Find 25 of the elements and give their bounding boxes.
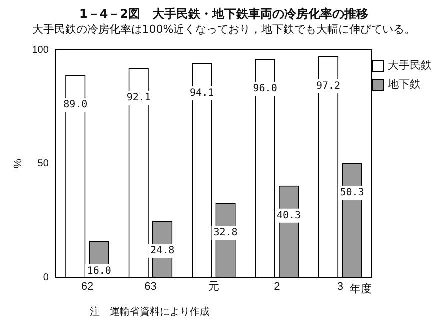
data-label: 24.8	[150, 246, 175, 257]
data-label: 97.2	[316, 80, 341, 92]
x-tick-label: 3	[337, 281, 344, 294]
chart-subtitle: 大手民鉄の冷房化率は100%近くなっており，地下鉄でも大幅に伸びている。	[31, 22, 417, 37]
y-tick-label: 0	[43, 272, 50, 284]
legend-label: 地下鉄	[388, 77, 421, 92]
chart-title: 1－4－2図 大手民鉄・地下鉄車両の冷房化率の推移	[78, 6, 370, 23]
y-tick-label: 100	[32, 44, 50, 56]
text: 大手民鉄	[388, 58, 432, 73]
data-label: 16.0	[87, 266, 112, 277]
data-label: 89.0	[64, 100, 88, 111]
text: 注 運輸省資料により作成	[90, 306, 210, 319]
data-label: 94.1	[190, 88, 214, 100]
x-tick-label: 62	[81, 281, 94, 294]
x-tick-label: 2	[274, 281, 280, 294]
y-tick-label: 50	[38, 158, 50, 170]
y-axis-title: %	[12, 158, 25, 169]
data-label: 92.1	[126, 92, 151, 104]
x-tick-label: 63	[144, 281, 157, 294]
x-tick-label: 元	[208, 281, 220, 294]
data-label: 32.8	[214, 228, 238, 239]
data-label: 96.0	[253, 84, 278, 95]
x-axis-title: 年度	[350, 282, 372, 296]
data-label: 40.3	[276, 210, 302, 222]
data-label: 50.3	[340, 188, 364, 199]
